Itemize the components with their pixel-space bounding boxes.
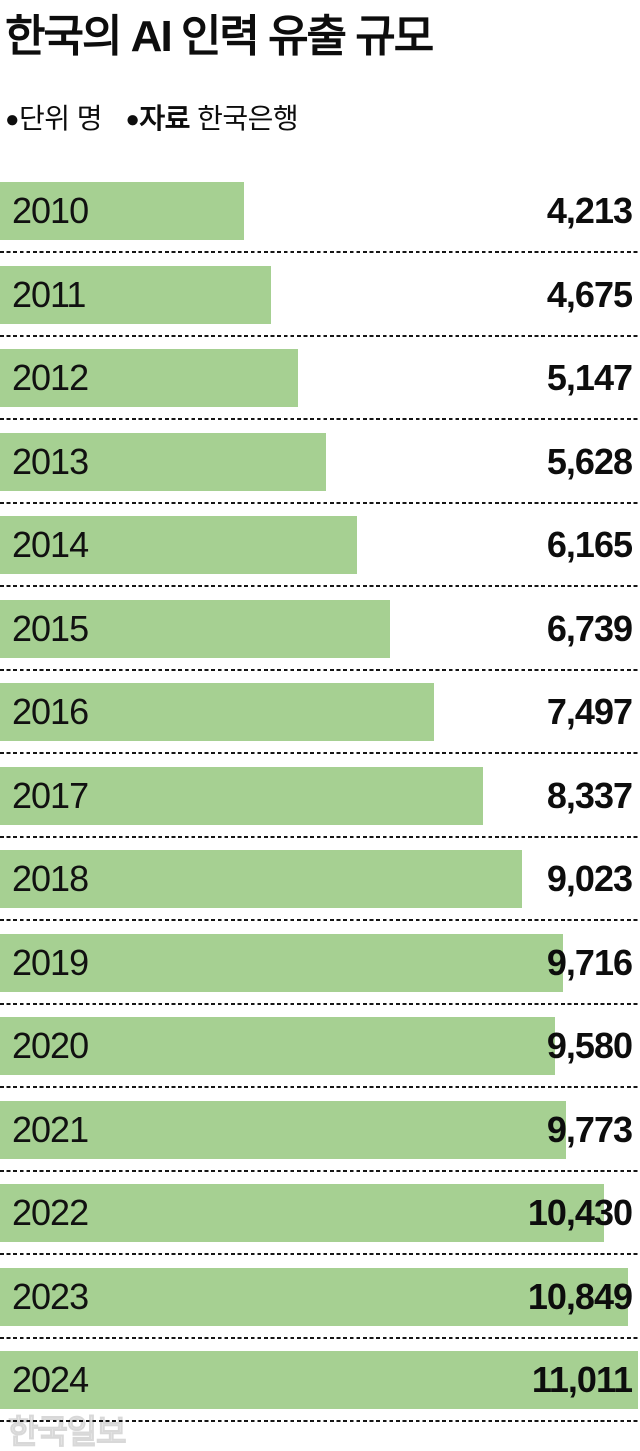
chart-row: 2022 10,430 [0,1184,640,1268]
unit-bullet-icon: ● [5,106,20,133]
value-label: 11,011 [531,1359,633,1400]
year-label: 2024 [12,1359,89,1400]
bar-2010 [0,182,244,240]
value-label: 9,716 [546,941,633,983]
value-label: 10,849 [527,1275,633,1317]
value-label: 4,213 [546,190,633,231]
bar-2022 [0,1184,604,1242]
value-label: 4,675 [546,273,633,315]
bar-2011 [0,265,271,324]
source-value: 한국은행 [197,103,299,134]
chart-legend: ●단위 명 ●자료 한국은행 [5,97,299,137]
bar-2017 [0,766,483,825]
chart-row: 2014 6,165 [0,516,640,600]
bar-2024 [0,1351,638,1409]
source-bullet-icon: ● [125,106,140,133]
value-label: 9,580 [546,1025,633,1066]
chart-row: 2011 4,675 [0,265,640,350]
bar-2020 [0,1017,555,1075]
source-label: 자료 [139,103,190,134]
year-label: 2020 [12,1025,89,1066]
bar-2014 [0,516,357,574]
chart-row: 2024 11,011 [0,1351,640,1435]
chart-row: 2020 9,580 [0,1017,640,1101]
bar-2012 [0,349,298,407]
value-label: 10,430 [527,1192,633,1233]
year-label: 2012 [12,357,89,398]
year-label: 2023 [12,1275,89,1317]
chart-row: 2021 9,773 [0,1100,640,1185]
year-label: 2022 [12,1192,89,1233]
year-label: 2011 [12,273,86,315]
value-label: 6,739 [546,607,633,649]
bar-2013 [0,432,326,491]
year-label: 2014 [12,524,89,565]
chart-row: 2019 9,716 [0,933,640,1018]
chart-row: 2016 7,497 [0,683,640,767]
value-label: 5,147 [546,357,633,398]
bar-2015 [0,599,391,658]
chart-row: 2018 9,023 [0,850,640,934]
bar-2021 [0,1100,566,1159]
value-label: 6,165 [546,524,633,565]
bar-2018 [0,850,523,908]
value-label: 7,497 [546,691,633,732]
year-label: 2017 [12,774,89,816]
year-label: 2015 [12,607,89,649]
year-label: 2019 [12,941,89,983]
chart-row: 2017 8,337 [0,766,640,851]
value-label: 5,628 [546,440,633,482]
value-label: 9,773 [546,1108,633,1150]
chart-row: 2013 5,628 [0,432,640,517]
year-label: 2016 [12,691,89,732]
chart-row: 2015 6,739 [0,599,640,684]
year-label: 2013 [12,440,89,482]
chart-row: 2010 4,213 [0,182,640,266]
chart-title: 한국의 AI 인력 유출 규모 [5,12,434,61]
year-label: 2018 [12,858,89,899]
value-label: 8,337 [546,774,633,816]
year-label: 2010 [12,190,89,231]
bar-2023 [0,1267,629,1326]
bar-2016 [0,683,434,741]
year-label: 2021 [12,1108,89,1150]
value-label: 9,023 [546,858,633,899]
bar-chart: 2010 4,213 2011 4,675 2012 5,147 2013 5,628 2014… [0,182,640,1435]
bar-2019 [0,933,563,992]
chart-row: 2023 10,849 [0,1267,640,1352]
publisher-watermark: 한국일보 [7,1413,126,1451]
unit-label: 단위 명 [19,103,103,134]
chart-row: 2012 5,147 [0,349,640,433]
